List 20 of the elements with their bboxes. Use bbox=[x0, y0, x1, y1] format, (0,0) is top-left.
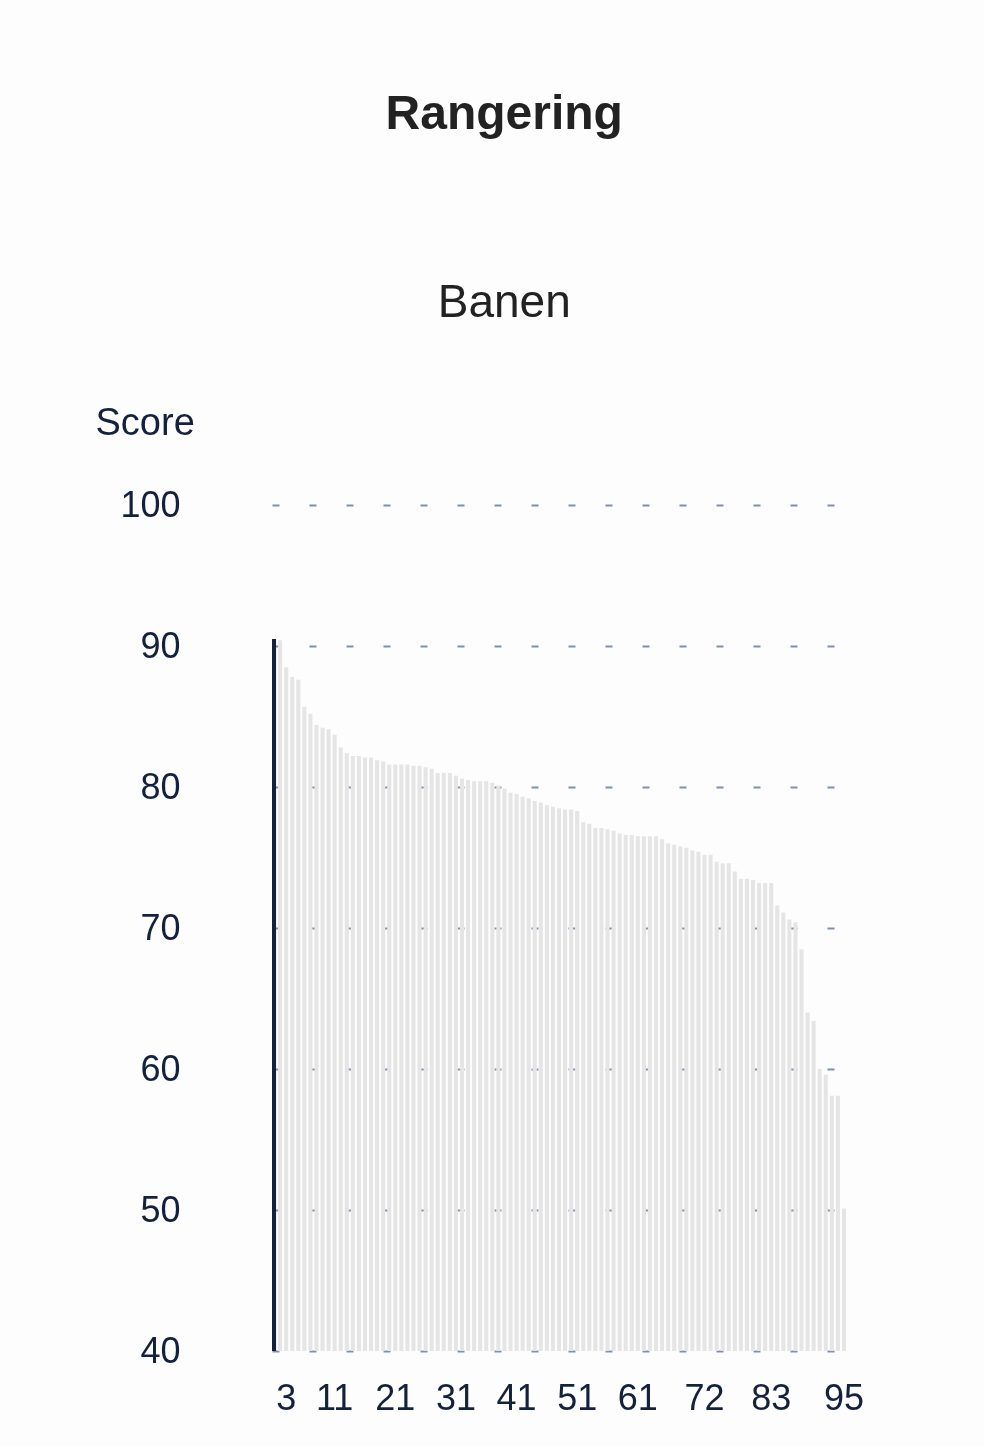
x-tick-label: 61 bbox=[617, 1376, 658, 1418]
y-tick-label: 50 bbox=[140, 1188, 181, 1230]
y-tick-label: 70 bbox=[140, 906, 181, 948]
x-tick-label: 95 bbox=[823, 1376, 864, 1418]
x-tick-label: 11 bbox=[315, 1376, 354, 1418]
x-tick-label: 31 bbox=[435, 1376, 476, 1418]
y-tick-label: 60 bbox=[140, 1047, 181, 1089]
y-tick-label: 40 bbox=[140, 1329, 181, 1371]
x-tick-label: 21 bbox=[375, 1376, 416, 1418]
x-tick-label: 51 bbox=[557, 1376, 598, 1418]
chart-subtitle: Banen bbox=[437, 275, 571, 327]
x-tick-label: 3 bbox=[276, 1376, 297, 1418]
x-tick-label: 41 bbox=[496, 1376, 537, 1418]
y-tick-label: 100 bbox=[120, 483, 181, 525]
y-tick-label: 80 bbox=[140, 765, 181, 807]
y-axis-title: Score bbox=[95, 400, 195, 443]
y-tick-label: 90 bbox=[140, 624, 181, 666]
x-tick-label: 83 bbox=[751, 1376, 792, 1418]
chart-title: Rangering bbox=[385, 86, 623, 139]
x-tick-label: 72 bbox=[684, 1376, 725, 1418]
